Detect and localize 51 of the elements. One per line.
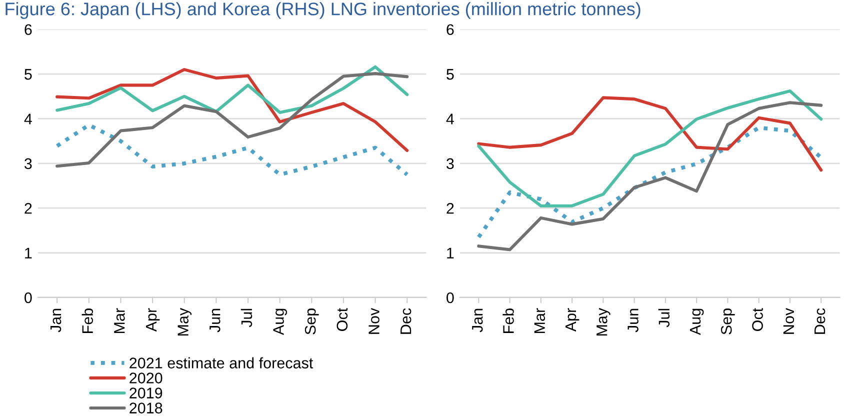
x-tick-label: Aug [690,308,704,336]
x-tick-label: Oct [336,308,348,331]
line-series [56,72,409,168]
legend-label: 2018 [130,402,162,414]
legend-label: 2021 estimate and forecast [130,357,314,368]
line-series [56,65,409,114]
x-tick-label: Oct [752,308,763,331]
x-tick-label: Mar [534,308,546,333]
y-tick-label: 3 [24,158,32,170]
x-tick-label: Feb [82,308,93,333]
y-tick-label: 5 [446,69,454,80]
x-tick-label: Dec [814,308,826,334]
line-series [477,96,823,172]
y-tick-label: 4 [446,114,454,124]
x-tick-label: Apr [565,308,580,332]
line-series [477,89,823,208]
x-tick-label: May [178,308,192,336]
x-tick-label: Nov [783,308,794,334]
y-tick-label: 5 [24,69,32,80]
y-tick-label: 6 [24,24,32,36]
x-tick-label: Sep [720,308,735,334]
line-series [56,68,409,152]
x-tick-label: Nov [368,308,380,334]
x-tick-label: Jun [628,308,638,332]
chart-title: Figure 6: Japan (LHS) and Korea (RHS) LNG inventories (million metric tonnes) [6,2,640,19]
y-tick-label: 1 [25,248,32,258]
line-series [477,101,823,252]
y-tick-label: 4 [24,114,32,124]
x-tick-label: Feb [502,308,514,333]
y-tick-label: 1 [447,248,454,258]
x-tick-label: Jul [658,308,670,328]
x-tick-label: Dec [400,308,412,334]
y-tick-label: 3 [446,158,454,170]
y-tick-label: 2 [446,202,454,214]
x-tick-label: Jul [240,308,252,328]
y-tick-label: 0 [24,292,32,304]
legend-label: 2020 [130,372,162,384]
x-tick-label: Jun [210,308,220,332]
y-tick-label: 6 [446,24,454,36]
x-tick-label: Jan [50,308,62,332]
line-series [55,123,410,177]
y-tick-label: 0 [446,292,454,304]
x-tick-label: Apr [146,308,160,332]
y-tick-label: 2 [24,202,32,214]
line-series [476,126,824,240]
x-tick-label: Sep [304,308,319,334]
x-tick-label: Aug [273,308,287,336]
x-tick-label: Mar [114,308,125,333]
legend-label: 2019 [130,388,162,398]
x-tick-label: Jan [472,308,483,332]
x-tick-label: May [596,308,610,336]
